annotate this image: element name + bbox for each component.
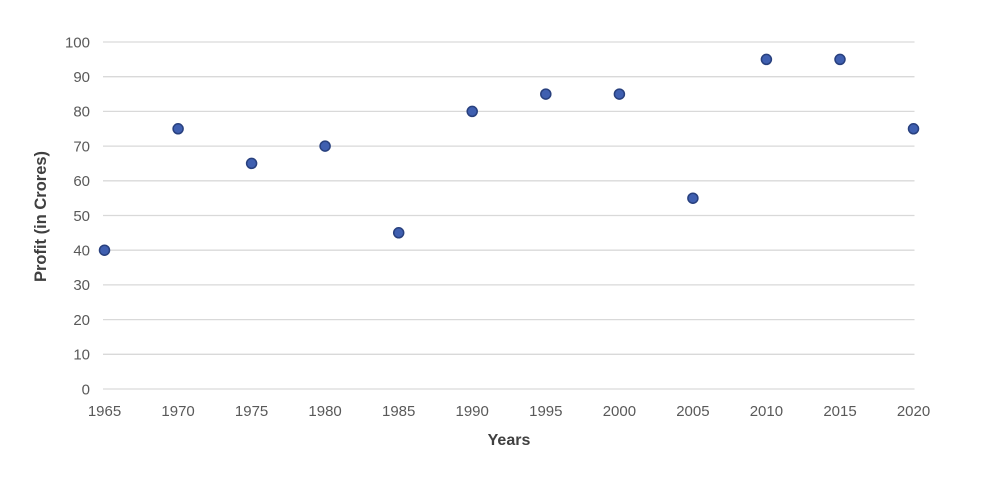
- svg-text:10: 10: [73, 347, 90, 364]
- svg-text:80: 80: [73, 104, 90, 121]
- svg-text:2020: 2020: [897, 403, 930, 420]
- svg-text:1965: 1965: [88, 403, 121, 420]
- svg-text:2000: 2000: [603, 403, 636, 420]
- svg-text:1990: 1990: [456, 403, 489, 420]
- svg-text:Profit (in Crores): Profit (in Crores): [32, 151, 50, 282]
- svg-text:90: 90: [73, 69, 90, 86]
- svg-text:2005: 2005: [676, 403, 709, 420]
- svg-text:100: 100: [65, 34, 90, 51]
- svg-text:1970: 1970: [161, 403, 194, 420]
- svg-text:2010: 2010: [750, 403, 783, 420]
- svg-text:1985: 1985: [382, 403, 415, 420]
- svg-text:60: 60: [73, 173, 90, 190]
- svg-text:50: 50: [73, 208, 90, 225]
- svg-text:1995: 1995: [529, 403, 562, 420]
- svg-text:30: 30: [73, 277, 90, 294]
- svg-text:70: 70: [73, 138, 90, 155]
- svg-text:Years: Years: [488, 432, 531, 449]
- svg-text:40: 40: [73, 243, 90, 260]
- svg-text:2015: 2015: [823, 403, 856, 420]
- svg-text:20: 20: [73, 312, 90, 329]
- svg-text:1975: 1975: [235, 403, 268, 420]
- svg-text:1980: 1980: [308, 403, 341, 420]
- svg-text:0: 0: [82, 381, 90, 398]
